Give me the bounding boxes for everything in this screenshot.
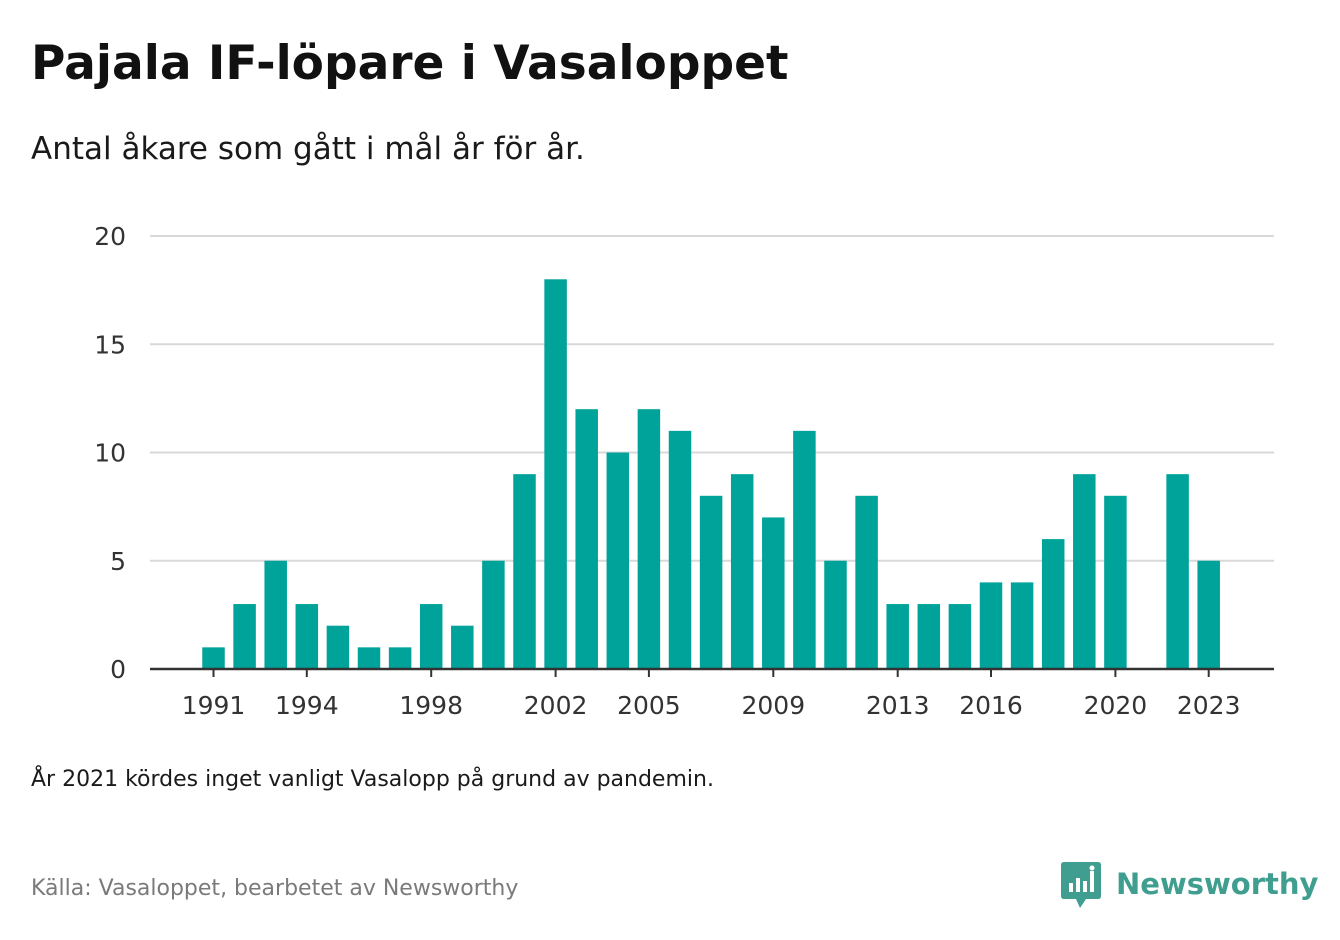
bar-2004 [606,452,630,669]
bar-1992 [233,604,256,669]
bar-1993 [264,560,287,669]
bar-1996 [357,647,381,669]
x-tick-label: 2002 [524,691,588,720]
newsworthy-logo-icon [1061,862,1101,908]
bar-2012 [855,495,878,669]
bar-2013 [886,604,909,669]
bar-1991 [202,647,225,669]
bar-2017 [1010,582,1034,669]
bar-1997 [388,647,412,669]
bar-2009 [762,517,785,669]
bar-2015 [948,604,972,669]
y-tick-label: 10 [94,439,126,468]
bar-1995 [326,625,350,669]
x-tick-label: 2013 [866,691,930,720]
bar-2002 [544,279,567,669]
bar-1994 [295,604,319,669]
bar-2023 [1197,560,1220,669]
bar-2003 [575,409,598,669]
x-tick-label: 2020 [1084,691,1148,720]
bar-2020 [1104,495,1127,669]
bar-2010 [793,430,816,669]
chart-note: År 2021 kördes inget vanligt Vasalopp på… [31,767,714,792]
bar-1998 [419,604,443,669]
bars [202,279,1220,669]
bar-2007 [699,495,723,669]
y-tick-label: 0 [110,655,126,684]
x-tick-label: 2023 [1177,691,1241,720]
y-tick-label: 20 [94,222,126,251]
y-tick-label: 15 [94,330,126,359]
y-axis-ticks: 0 5 10 15 20 [94,222,126,684]
y-tick-label: 5 [110,547,126,576]
x-tick-label: 1998 [399,691,463,720]
bar-2008 [730,474,754,669]
chart-subtitle: Antal åkare som gått i mål år för år. [31,131,585,167]
x-tick-label: 2009 [741,691,805,720]
brand-name: Newsworthy [1116,867,1319,901]
bar-2014 [917,604,941,669]
bar-2001 [513,474,536,669]
bar-2016 [979,582,1003,669]
bar-1999 [451,625,474,669]
x-tick-label: 1994 [275,691,339,720]
source-credit: Källa: Vasaloppet, bearbetet av Newswort… [31,876,519,901]
bar-2000 [482,560,505,669]
brand-logo[interactable]: Newsworthy [1060,858,1318,910]
x-axis-ticks: 1991 1994 1998 2002 2005 2009 2013 2016 2020 2023 [182,669,1241,720]
bar-2011 [824,560,847,669]
bar-2006 [668,430,692,669]
bar-2022 [1166,474,1189,669]
x-tick-label: 2016 [959,691,1023,720]
x-tick-label: 1991 [182,691,246,720]
x-tick-label: 2005 [617,691,681,720]
bar-2005 [637,409,661,669]
bar-2018 [1041,539,1065,669]
bar-2019 [1073,474,1096,669]
chart-title: Pajala IF-löpare i Vasaloppet [31,36,789,91]
